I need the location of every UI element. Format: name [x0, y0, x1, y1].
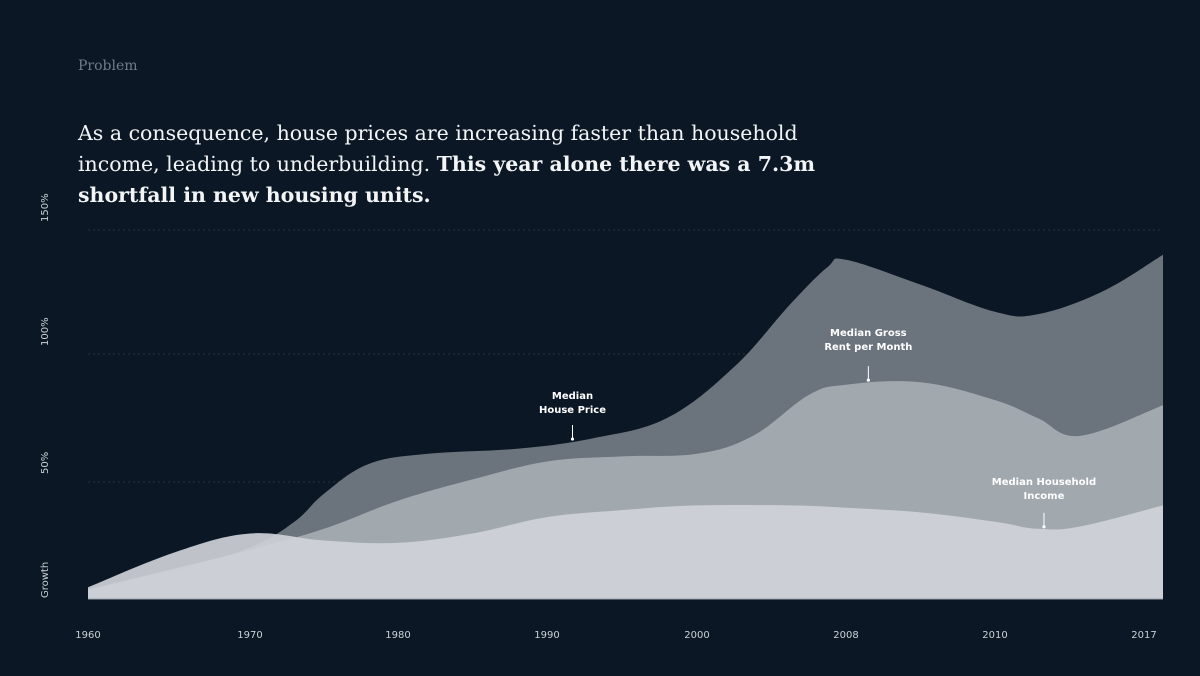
- annotation-label-line: Median Household: [992, 477, 1096, 488]
- x-tick-label-1980: 1980: [385, 630, 410, 641]
- y-axis-label: Growth: [40, 562, 51, 598]
- y-tick-label-150%: 150%: [40, 193, 51, 222]
- annotation-label-line: Median: [552, 391, 593, 402]
- x-tick-label-1970: 1970: [237, 630, 262, 641]
- annotation-label-line: House Price: [539, 405, 606, 416]
- annotation-label-line: Median Gross: [830, 328, 907, 339]
- series-annotations: Median House Price Median Gross Rent per Mo…: [539, 328, 1096, 529]
- headline-bold: This year alone there was a 7.3m shortfa…: [78, 152, 816, 207]
- annotation-median-household-income: Median Household Income: [992, 477, 1096, 529]
- x-tick-label-2017: 2017: [1131, 630, 1156, 641]
- area-median-household-income: [88, 504, 1163, 599]
- headline-regular: As a consequence, house prices are incre…: [78, 121, 798, 176]
- x-tick-label-2010: 2010: [982, 630, 1007, 641]
- annotation-median-gross-rent: Median Gross Rent per Month: [824, 328, 912, 382]
- x-axis-ticks: 1960 1970 1980 1990 2000 2008 2010 2017: [75, 630, 1156, 641]
- x-tick-label-1990: 1990: [534, 630, 559, 641]
- y-tick-label-100%: 100%: [40, 317, 51, 346]
- annotation-point: [570, 437, 575, 441]
- annotation-median-house-price: Median House Price: [539, 391, 606, 441]
- annotation-point: [866, 378, 870, 382]
- area-series: [88, 254, 1163, 600]
- annotation-label-line: Rent per Month: [824, 342, 912, 353]
- section-label: Problem: [78, 58, 138, 74]
- x-tick-label-2008: 2008: [833, 630, 858, 641]
- annotation-point: [1042, 525, 1046, 529]
- x-tick-label-1960: 1960: [75, 630, 100, 641]
- x-tick-label-2000: 2000: [684, 630, 709, 641]
- y-axis-ticks: 50% 100% 150%: [40, 193, 51, 474]
- headline: As a consequence, house prices are incre…: [78, 118, 878, 211]
- y-tick-label-50%: 50%: [40, 452, 51, 474]
- annotation-label-line: Income: [1024, 491, 1065, 502]
